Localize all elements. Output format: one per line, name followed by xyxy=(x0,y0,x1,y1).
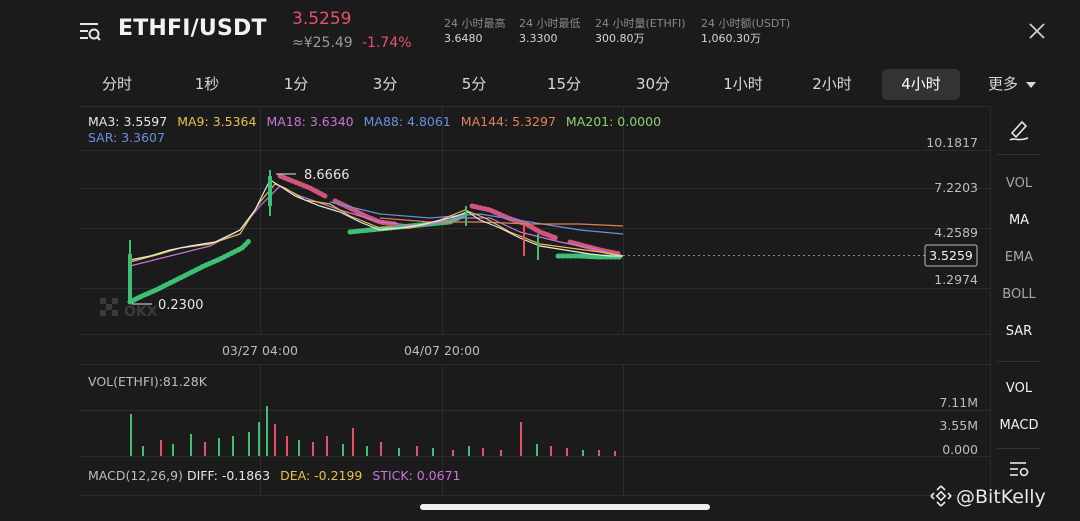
stat-value: 1,060.30万 xyxy=(701,32,761,45)
ma-legend: MA3: 3.5597 MA9: 3.5364 MA18: 3.6340 MA88: … xyxy=(88,114,671,129)
macd-stick: STICK: 0.0671 xyxy=(372,468,461,483)
divider xyxy=(997,154,1041,155)
price-axis-label: 1.2974 xyxy=(934,272,978,287)
volume-legend: VOL(ETHFI):81.28K xyxy=(88,374,207,389)
price-axis-label: 10.1817 xyxy=(926,135,978,150)
volume-axis-label: 3.55M xyxy=(939,418,978,433)
stat-24h-high: 24 小时最高 3.6480 xyxy=(444,16,506,46)
price-axis-label: 4.2589 xyxy=(934,225,978,240)
last-price: 3.5259 xyxy=(292,9,352,29)
home-indicator[interactable] xyxy=(420,504,710,510)
fiat-price: ≈¥25.49 xyxy=(292,35,353,51)
time-axis-label: 03/27 04:00 xyxy=(222,343,298,358)
chevron-down-icon xyxy=(1026,81,1036,88)
stat-label: 24 小时量(ETHFI) xyxy=(595,17,686,30)
binance-logo-icon xyxy=(930,485,952,507)
stat-label: 24 小时最低 xyxy=(519,17,581,30)
divider xyxy=(997,448,1041,449)
stat-value: 3.3300 xyxy=(519,32,558,45)
stat-label: 24 小时额(USDT) xyxy=(701,17,791,30)
indicator-settings-icon[interactable] xyxy=(991,460,1047,482)
high-marker-label: 8.6666 xyxy=(304,168,350,183)
ma144-value: MA144: 5.3297 xyxy=(460,114,556,129)
sar-value: SAR: 3.3607 xyxy=(88,130,165,145)
high-marker: 8.6666 xyxy=(276,168,350,183)
indicator-sidebar: VOL MA EMA BOLL SAR VOL MACD xyxy=(990,106,1046,496)
price-change: -1.74% xyxy=(362,35,412,51)
macd-dea: DEA: -0.2199 xyxy=(280,468,363,483)
tab-5m[interactable]: 5分 xyxy=(461,75,487,93)
sidebar-item-boll[interactable]: BOLL xyxy=(1002,287,1036,302)
candles xyxy=(128,170,539,304)
drawing-tool-icon[interactable] xyxy=(991,118,1047,146)
low-marker: 0.2300 xyxy=(132,298,204,313)
stat-value: 3.6480 xyxy=(444,32,483,45)
volume-axis-label: 0.000 xyxy=(942,442,978,457)
kline-chart[interactable]: OKX xyxy=(80,106,990,496)
time-axis-label: 04/07 20:00 xyxy=(404,343,480,358)
tab-4h[interactable]: 4小时 xyxy=(882,69,960,100)
svg-text:OKX: OKX xyxy=(124,304,158,320)
chart-canvas: OKX xyxy=(80,106,990,496)
sidebar-item-sar[interactable]: SAR xyxy=(1005,324,1033,339)
ma18-value: MA18: 3.6340 xyxy=(266,114,354,129)
low-marker-label: 0.2300 xyxy=(158,298,204,313)
sidebar-item-sub-vol[interactable]: VOL xyxy=(1005,381,1033,396)
stat-24h-turnover: 24 小时额(USDT) 1,060.30万 xyxy=(701,16,790,46)
header: ETHFI/USDT 3.5259 ≈¥25.49 -1.74% 24 小时最高… xyxy=(0,0,1080,64)
tab-1s[interactable]: 1秒 xyxy=(194,75,220,93)
tab-timeline[interactable]: 分时 xyxy=(101,75,132,93)
price-axis-label: 7.2203 xyxy=(934,180,978,195)
macd-legend: MACD(12,26,9) DIFF: -0.1863 DEA: -0.2199 ST… xyxy=(88,468,471,483)
timeframe-tabs: 分时 1秒 1分 3分 5分 15分 30分 1小时 2小时 4小时 更多 xyxy=(0,69,1080,101)
ma201-value: MA201: 0.0000 xyxy=(565,114,662,129)
watermark-text: @BitKelly xyxy=(956,486,1046,508)
user-watermark: @BitKelly xyxy=(930,485,1046,508)
stat-24h-low: 24 小时最低 3.3300 xyxy=(519,16,581,46)
tab-2h[interactable]: 2小时 xyxy=(812,75,852,93)
stat-24h-volume: 24 小时量(ETHFI) 300.80万 xyxy=(595,16,686,46)
close-icon[interactable] xyxy=(1028,22,1046,40)
ma88-value: MA88: 4.8061 xyxy=(363,114,451,129)
exchange-logo: OKX xyxy=(100,298,158,320)
tab-30m[interactable]: 30分 xyxy=(635,75,671,93)
ma3-value: MA3: 3.5597 xyxy=(88,114,168,129)
volume-bars xyxy=(130,406,616,456)
sidebar-item-ema[interactable]: EMA xyxy=(1004,250,1034,265)
sidebar-item-macd[interactable]: MACD xyxy=(999,418,1039,433)
macd-diff: DIFF: -0.1863 xyxy=(186,468,271,483)
current-price-tag-label: 3.5259 xyxy=(929,248,973,263)
stat-value: 300.80万 xyxy=(595,32,645,45)
pair-title[interactable]: ETHFI/USDT xyxy=(118,16,267,41)
tab-15m[interactable]: 15分 xyxy=(546,75,582,93)
pair-list-icon[interactable] xyxy=(78,20,102,44)
volume-axis-label: 7.11M xyxy=(939,395,978,410)
tab-3m[interactable]: 3分 xyxy=(372,75,398,93)
sidebar-item-vol[interactable]: VOL xyxy=(1005,176,1033,191)
macd-name: MACD(12,26,9) xyxy=(88,468,183,483)
tab-1h[interactable]: 1小时 xyxy=(723,75,763,93)
tab-more-label: 更多 xyxy=(987,75,1018,93)
stat-label: 24 小时最高 xyxy=(444,17,506,30)
ma9-value: MA9: 3.5364 xyxy=(177,114,257,129)
tab-1m[interactable]: 1分 xyxy=(283,75,309,93)
sar-dots-down xyxy=(277,173,623,257)
sidebar-item-ma[interactable]: MA xyxy=(1008,213,1030,228)
divider xyxy=(997,361,1041,362)
current-price-tag xyxy=(924,244,978,267)
ma-lines xyxy=(129,179,624,267)
tab-more[interactable]: 更多 xyxy=(978,69,1046,100)
